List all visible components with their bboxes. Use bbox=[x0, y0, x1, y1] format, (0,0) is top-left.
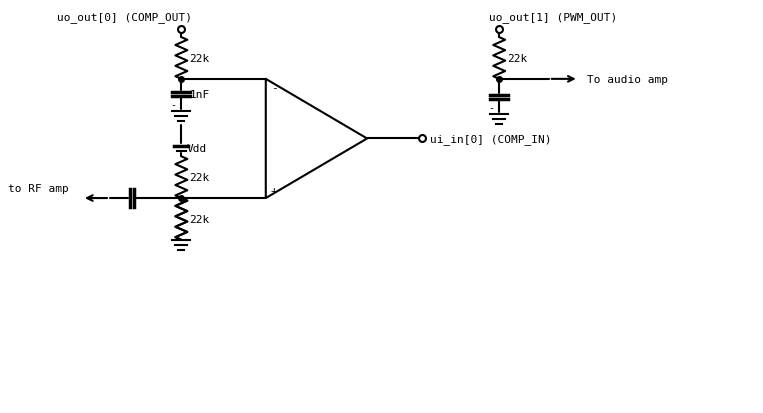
Text: uo_out[0] (COMP_OUT): uo_out[0] (COMP_OUT) bbox=[57, 12, 192, 23]
Text: 22k: 22k bbox=[189, 54, 210, 64]
Text: Vdd: Vdd bbox=[186, 144, 207, 154]
Text: -: - bbox=[170, 100, 176, 109]
Text: 1nF: 1nF bbox=[189, 90, 210, 100]
Text: to RF amp: to RF amp bbox=[8, 184, 68, 194]
Text: 22k: 22k bbox=[507, 54, 527, 64]
Text: +: + bbox=[271, 186, 278, 196]
Text: uo_out[1] (PWM_OUT): uo_out[1] (PWM_OUT) bbox=[489, 12, 617, 23]
Text: 22k: 22k bbox=[189, 214, 210, 224]
Text: -: - bbox=[488, 102, 494, 112]
Text: ui_in[0] (COMP_IN): ui_in[0] (COMP_IN) bbox=[430, 134, 551, 145]
Text: To audio amp: To audio amp bbox=[587, 75, 668, 85]
Text: 22k: 22k bbox=[189, 173, 210, 183]
Text: -: - bbox=[271, 83, 278, 93]
